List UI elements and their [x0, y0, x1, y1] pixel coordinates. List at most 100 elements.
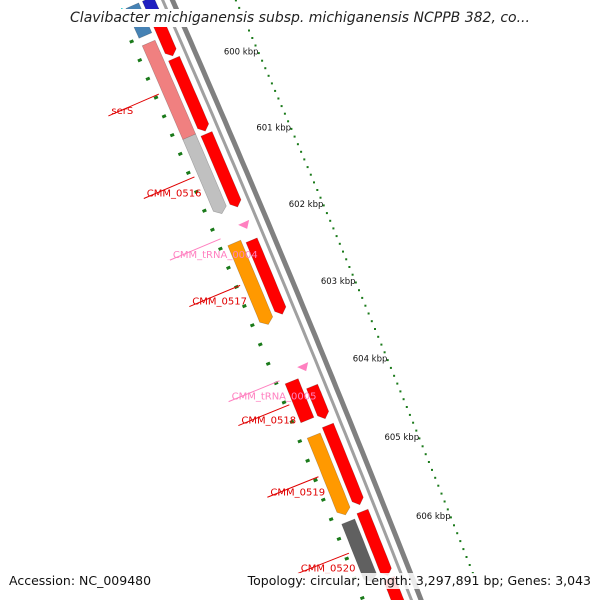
- scale-dot: [267, 74, 270, 77]
- scale-dot: [338, 242, 341, 245]
- scale-dot: [300, 150, 303, 153]
- track-tick: [289, 419, 295, 424]
- scale-dot: [270, 82, 273, 85]
- scale-tick-label: 606 kbp: [416, 512, 451, 522]
- scale-dot: [293, 135, 296, 138]
- scale-dot: [364, 304, 367, 307]
- scale-dot: [431, 468, 433, 471]
- scale-dot: [316, 189, 319, 191]
- scale-tick-label: 605 kbp: [384, 433, 419, 443]
- scale-dot: [402, 398, 405, 401]
- scale-tick-label: 601 kbp: [256, 123, 291, 133]
- track-tick: [313, 478, 318, 483]
- scale-dot: [405, 406, 408, 408]
- accession-text: Accession: NC_009480: [9, 573, 152, 588]
- cds-block: [245, 237, 287, 315]
- scale-dot: [424, 453, 427, 456]
- label-leader: [228, 380, 280, 403]
- track-tick: [336, 536, 342, 542]
- scale-dot: [342, 250, 344, 253]
- feature-block: [227, 239, 274, 325]
- track-tick: [218, 246, 223, 251]
- scale-dot: [319, 196, 322, 199]
- cds-block: [321, 422, 364, 506]
- scale-dot: [248, 29, 250, 32]
- scale-dot: [393, 374, 396, 377]
- scale-dot: [465, 556, 468, 558]
- scale-dot: [329, 219, 332, 222]
- backbone-line: [169, 0, 424, 600]
- trna-marker: [238, 219, 250, 229]
- scale-dot: [290, 127, 293, 130]
- track-tick: [129, 39, 135, 44]
- scale-dot: [287, 120, 290, 123]
- label-leader: [238, 404, 290, 427]
- scale-dot: [277, 97, 280, 100]
- scale-dot: [367, 312, 370, 315]
- scale-dot: [380, 343, 383, 346]
- scale-tick-label: 602 kbp: [289, 200, 324, 210]
- gene-label: CMM_0520: [301, 563, 356, 574]
- scale-dot: [440, 492, 443, 495]
- scale-dot: [418, 437, 421, 440]
- scale-dot: [309, 173, 312, 176]
- scale-dot: [322, 204, 325, 207]
- scale-dot: [354, 281, 357, 284]
- track-tick: [297, 439, 303, 444]
- scale-dot: [453, 524, 455, 527]
- track-tick: [153, 95, 159, 100]
- scale-dot: [296, 143, 299, 146]
- scale-dot: [274, 89, 277, 92]
- scale-dot: [374, 328, 376, 330]
- scale-dot: [257, 52, 260, 55]
- track-tick: [305, 458, 311, 463]
- scale-dot: [351, 273, 354, 276]
- backbone-line: [160, 0, 414, 600]
- scale-dot: [462, 548, 465, 551]
- label-leader: [297, 552, 350, 574]
- scale-dot: [264, 67, 267, 70]
- scale-dot: [283, 112, 286, 115]
- cds-block: [306, 383, 330, 420]
- trna-marker: [297, 362, 309, 372]
- cds-block: [168, 55, 210, 132]
- scale-dot: [383, 351, 386, 354]
- genome-summary-text: Topology: circular; Length: 3,297,891 bp…: [247, 573, 591, 589]
- gene-label: serS: [111, 106, 133, 117]
- cds-block: [200, 131, 242, 208]
- scale-dot: [332, 227, 335, 230]
- feature-labels: serS CMM_0516 CMM_tRNA_0004 CMM_0517 CMM_tRN…: [108, 93, 356, 574]
- backbone: [160, 0, 424, 600]
- scale-dot: [234, 0, 237, 2]
- scale-dot: [468, 564, 471, 566]
- feature-block: [284, 378, 315, 424]
- scale-dot: [456, 532, 459, 535]
- scale-dot: [238, 6, 241, 9]
- label-leader: [169, 238, 221, 261]
- feature-block: [306, 432, 351, 516]
- scale-dot: [437, 484, 440, 487]
- scale-dot: [399, 390, 402, 393]
- track-tick: [265, 361, 271, 366]
- track-tick: [359, 595, 365, 600]
- gene-label: CMM_tRNA_0005: [232, 392, 317, 403]
- map-title: Clavibacter michiganensis subsp. michiga…: [0, 9, 600, 27]
- track-tick: [249, 323, 255, 328]
- feature-tracks: [113, 0, 405, 600]
- scale-dot: [412, 421, 415, 424]
- feature-block: [182, 133, 227, 214]
- track-tick: [241, 303, 247, 309]
- track-tick: [328, 517, 334, 522]
- track-tick: [320, 497, 326, 502]
- gene-label: CMM_0516: [147, 189, 202, 200]
- scale-dot: [325, 212, 328, 215]
- scale-dot: [446, 508, 449, 511]
- track-tick: [281, 400, 287, 405]
- scale-dot: [254, 44, 257, 47]
- scale-dot: [335, 235, 338, 238]
- scale-dot: [396, 382, 399, 385]
- track-tick: [273, 380, 279, 386]
